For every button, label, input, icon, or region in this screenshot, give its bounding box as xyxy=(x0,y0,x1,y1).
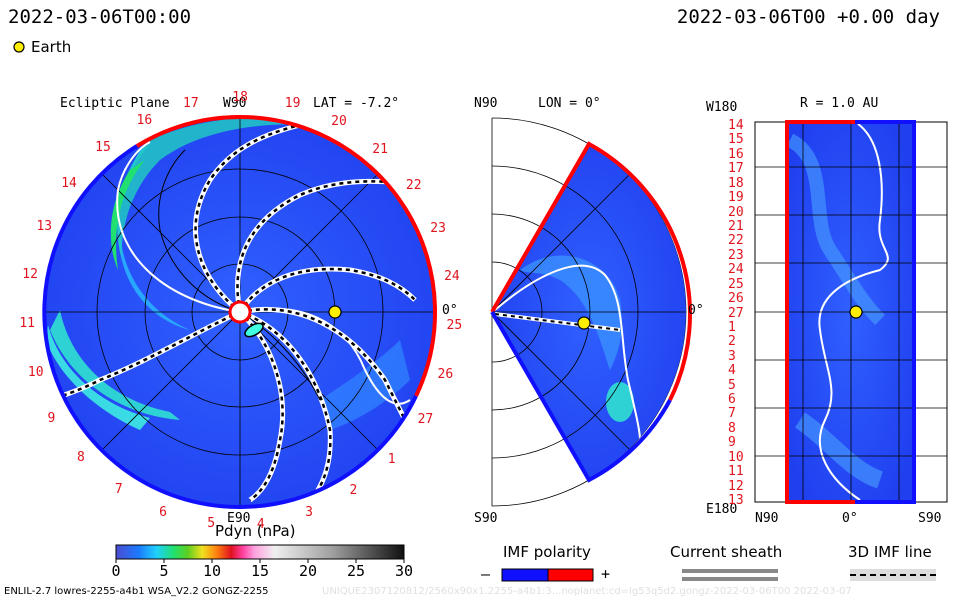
ecliptic-bottom-label: E90 xyxy=(227,511,251,526)
current-sheath-title: Current sheath xyxy=(670,543,783,561)
map-x-label-n90: N90 xyxy=(755,511,779,526)
map-1au-plot xyxy=(754,120,948,504)
map-y-label: 18 xyxy=(728,175,744,191)
colorbar-tick-label: 20 xyxy=(299,562,318,580)
map-y-label: 4 xyxy=(728,363,736,379)
carrington-label: 21 xyxy=(372,141,388,157)
map-y-label: 8 xyxy=(728,420,736,436)
footer-right: UNIQUE2307120812/2560x90x1.2255-a4b1:3..… xyxy=(322,587,852,597)
earth-legend-icon xyxy=(13,41,25,53)
map-y-label: 16 xyxy=(728,146,744,162)
map-y-label: 6 xyxy=(728,392,736,408)
meridional-right-label: 0° xyxy=(688,303,704,318)
earth-marker-map xyxy=(849,305,863,319)
map-y-label: 13 xyxy=(728,493,744,508)
map-y-label: 2 xyxy=(728,334,736,350)
carrington-label: 11 xyxy=(19,316,35,332)
carrington-label: 24 xyxy=(444,268,460,284)
colorbar-tick-label: 0 xyxy=(111,562,121,580)
carrington-label: 25 xyxy=(446,318,463,334)
earth-marker xyxy=(328,305,342,319)
carrington-label: 16 xyxy=(136,112,153,128)
carrington-label: 5 xyxy=(207,516,216,532)
colorbar-tick-label: 10 xyxy=(203,562,222,580)
map-y-label: 11 xyxy=(728,464,744,480)
earth-legend-label: Earth xyxy=(31,38,72,56)
imf-line-title: 3D IMF line xyxy=(848,543,932,561)
carrington-label: 2 xyxy=(349,483,358,499)
ecliptic-title: Ecliptic Plane xyxy=(60,96,170,111)
map-bottom-left-label: E180 xyxy=(706,502,738,517)
imf-minus-label: – xyxy=(481,565,491,583)
carrington-label: 6 xyxy=(159,504,167,520)
carrington-label: 4 xyxy=(256,516,265,532)
map-y-label: 24 xyxy=(728,262,744,278)
map-x-label-0: 0° xyxy=(842,511,858,526)
carrington-label: 22 xyxy=(405,177,422,193)
carrington-label: 19 xyxy=(284,96,301,112)
map-x-label-s90: S90 xyxy=(918,511,942,526)
ecliptic-right-label: 0° xyxy=(442,303,458,318)
legend-swatches xyxy=(13,41,936,582)
meridional-lon-label: LON = 0° xyxy=(538,96,601,111)
map-y-label: 23 xyxy=(728,247,744,263)
carrington-label: 27 xyxy=(417,412,434,428)
carrington-label: 14 xyxy=(61,176,77,192)
carrington-label: 17 xyxy=(183,95,199,111)
map-y-label: 25 xyxy=(728,276,744,292)
pdyn-colorbar xyxy=(115,544,405,563)
colorbar-tick-label: 30 xyxy=(395,562,414,580)
map-y-label: 15 xyxy=(728,132,744,148)
carrington-label: 18 xyxy=(232,90,248,105)
carrington-label: 13 xyxy=(36,219,53,235)
carrington-label: 10 xyxy=(27,365,44,381)
map-y-label: 5 xyxy=(728,377,736,393)
map-y-label: 19 xyxy=(728,190,744,206)
map-r-label: R = 1.0 AU xyxy=(800,96,879,111)
carrington-label: 12 xyxy=(22,266,38,282)
colorbar-tick-label: 15 xyxy=(251,562,270,580)
colorbar-title: Pdyn (nPa) xyxy=(215,522,296,540)
carrington-label: 23 xyxy=(430,221,446,237)
carrington-label: 3 xyxy=(305,505,313,521)
carrington-label: 7 xyxy=(114,482,123,498)
colorbar-tick-label: 25 xyxy=(347,562,366,580)
carrington-label: 8 xyxy=(77,450,85,466)
colorbar-tick-label: 5 xyxy=(159,562,169,580)
map-y-label: 10 xyxy=(728,449,744,465)
map-y-label: 26 xyxy=(728,291,744,307)
imf-polarity-title: IMF polarity xyxy=(503,543,591,561)
ecliptic-lat-label: LAT = -7.2° xyxy=(313,96,400,111)
map-y-label: 27 xyxy=(728,305,744,321)
map-y-label: 22 xyxy=(728,233,744,249)
meridional-top-label: N90 xyxy=(474,96,498,111)
carrington-label: 1 xyxy=(387,451,396,467)
map-y-label: 20 xyxy=(728,204,744,220)
meridional-plane-plot xyxy=(490,117,692,507)
map-y-label: 21 xyxy=(728,218,744,234)
ecliptic-plane-plot xyxy=(42,114,437,510)
carrington-label: 9 xyxy=(47,410,56,426)
map-y-label: 1 xyxy=(728,319,736,335)
map-y-label: 14 xyxy=(728,118,744,133)
map-y-label: 7 xyxy=(728,406,736,422)
ecliptic-top-label: W90 xyxy=(223,96,247,111)
sun-marker xyxy=(228,300,252,324)
map-y-label: 9 xyxy=(728,435,736,451)
meridional-bottom-label: S90 xyxy=(474,511,498,526)
footer-left: ENLIL-2.7 lowres-2255-a4b1 WSA_V2.2 GONG… xyxy=(4,586,269,597)
carrington-label: 26 xyxy=(437,366,454,382)
map-y-label: 17 xyxy=(728,161,744,177)
map-y-label: 12 xyxy=(728,478,744,494)
date-left: 2022-03-06T00:00 xyxy=(8,6,192,28)
imf-plus-label: + xyxy=(601,565,611,583)
carrington-label: 15 xyxy=(95,140,111,156)
map-y-label: 3 xyxy=(728,348,736,364)
earth-marker-meridional xyxy=(577,316,591,330)
date-right: 2022-03-06T00 +0.00 day xyxy=(676,6,940,28)
map-top-left-label: W180 xyxy=(706,100,738,115)
carrington-label: 20 xyxy=(331,113,347,129)
